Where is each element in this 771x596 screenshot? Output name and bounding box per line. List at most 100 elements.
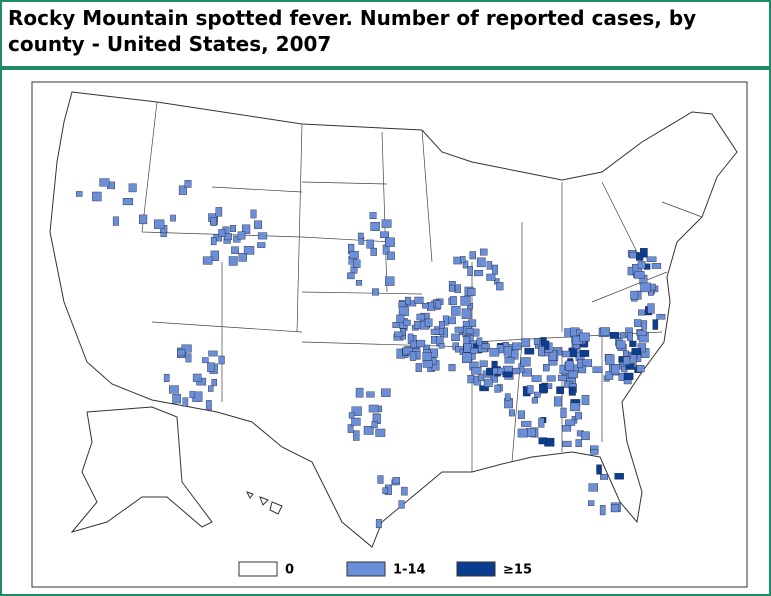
county (474, 270, 484, 277)
county (521, 420, 532, 427)
counties (75, 178, 666, 529)
county (468, 319, 477, 328)
legend-swatch (346, 561, 386, 577)
county (99, 178, 110, 187)
county (228, 256, 238, 266)
county (565, 360, 574, 371)
county (652, 319, 659, 330)
county (469, 251, 476, 260)
county (414, 296, 424, 304)
county (462, 352, 472, 363)
county (623, 350, 629, 357)
county (369, 212, 377, 219)
county (231, 246, 239, 254)
county (112, 216, 119, 226)
county (610, 504, 620, 513)
county (651, 263, 662, 269)
county (351, 406, 362, 416)
county (465, 328, 474, 335)
county (451, 306, 461, 316)
county (405, 296, 411, 305)
county (521, 338, 531, 348)
alaska (70, 406, 213, 533)
county (138, 214, 148, 225)
county (435, 300, 442, 309)
county (163, 374, 170, 382)
county (370, 247, 377, 256)
county (538, 437, 548, 445)
county (634, 319, 642, 327)
county (243, 245, 255, 255)
county (353, 259, 361, 268)
county (567, 370, 578, 378)
county (596, 464, 602, 475)
county (533, 338, 540, 345)
county (637, 261, 646, 269)
county (641, 320, 648, 330)
county (575, 412, 582, 420)
county (646, 256, 657, 263)
county (207, 385, 214, 392)
county (600, 474, 609, 480)
county (430, 328, 440, 335)
county (489, 348, 500, 357)
county (554, 396, 563, 407)
county (202, 357, 209, 364)
county (160, 231, 167, 238)
county (647, 303, 655, 314)
county (504, 357, 515, 364)
county (353, 430, 360, 441)
county (564, 328, 571, 338)
county (531, 375, 542, 382)
county (480, 248, 488, 256)
county (172, 394, 182, 404)
county (558, 375, 567, 381)
county (527, 385, 534, 394)
county (470, 347, 479, 354)
county (170, 214, 176, 222)
county (486, 367, 494, 376)
legend-swatch (456, 561, 496, 577)
county (614, 473, 624, 480)
county (371, 421, 378, 429)
county (467, 375, 475, 384)
county (467, 266, 473, 276)
county (122, 197, 134, 206)
county (534, 391, 541, 398)
county (481, 343, 490, 349)
county (184, 180, 192, 188)
county (438, 343, 445, 349)
county (218, 229, 226, 237)
county (600, 327, 610, 336)
county (192, 373, 202, 382)
county (449, 284, 455, 292)
county (460, 256, 466, 263)
county (509, 409, 515, 417)
county (207, 362, 215, 372)
county (463, 336, 470, 345)
hawaii (246, 491, 283, 515)
county (238, 252, 247, 262)
county (616, 340, 626, 349)
county (176, 349, 186, 357)
county (636, 365, 645, 373)
county (568, 386, 576, 396)
county (623, 356, 630, 365)
legend-swatch (238, 561, 278, 577)
county (392, 477, 400, 485)
county (380, 231, 390, 238)
us-outline (49, 91, 738, 548)
county (210, 250, 220, 261)
county (627, 266, 634, 276)
county (609, 332, 620, 339)
county (636, 252, 644, 261)
county (476, 337, 483, 346)
county (599, 505, 606, 516)
county (202, 256, 213, 265)
county (181, 344, 192, 353)
county (517, 410, 526, 419)
county (450, 296, 457, 306)
county (486, 261, 493, 270)
county (492, 367, 499, 375)
county (257, 232, 268, 240)
